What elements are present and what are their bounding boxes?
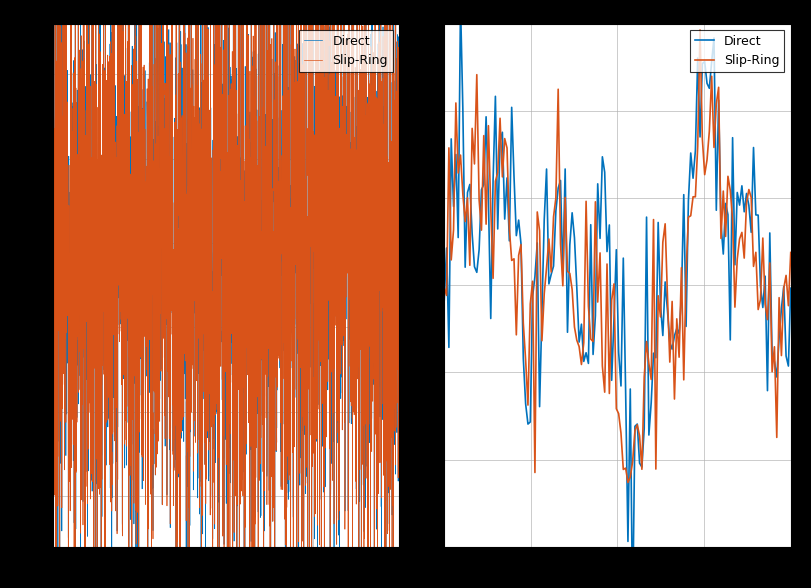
Line: Direct: Direct [53, 0, 399, 588]
Direct [730, 261, 740, 268]
Direct [195, 10, 205, 17]
Direct [350, 395, 360, 402]
Slip-Ring [181, 242, 191, 249]
Slip-Ring [695, 26, 705, 34]
Slip-Ring [553, 86, 563, 93]
Slip-Ring [48, 7, 58, 14]
Slip-Ring [350, 411, 360, 418]
Slip-Ring [730, 303, 740, 310]
Slip-Ring [623, 479, 633, 486]
Slip-Ring [88, 478, 97, 485]
Direct [786, 285, 796, 292]
Slip-Ring [440, 284, 449, 291]
Line: Slip-Ring: Slip-Ring [53, 0, 399, 588]
Legend: Direct, Slip-Ring: Direct, Slip-Ring [298, 30, 393, 72]
Direct [623, 538, 633, 545]
Direct [388, 248, 397, 255]
Direct [684, 197, 693, 204]
Direct [556, 177, 565, 184]
Line: Direct: Direct [444, 3, 791, 588]
Direct [440, 296, 449, 303]
Direct [639, 425, 649, 432]
Legend: Direct, Slip-Ring: Direct, Slip-Ring [690, 30, 784, 72]
Slip-Ring [195, 113, 205, 120]
Direct [88, 474, 97, 481]
Slip-Ring [786, 249, 796, 256]
Direct [394, 168, 404, 175]
Slip-Ring [637, 466, 646, 473]
Direct [579, 358, 589, 365]
Slip-Ring [394, 213, 404, 220]
Direct [456, 0, 466, 6]
Slip-Ring [681, 270, 691, 278]
Slip-Ring [388, 201, 397, 208]
Slip-Ring [577, 361, 586, 368]
Line: Slip-Ring: Slip-Ring [444, 30, 791, 483]
Slip-Ring [108, 429, 118, 436]
Direct [181, 289, 191, 296]
Slip-Ring [620, 465, 630, 472]
